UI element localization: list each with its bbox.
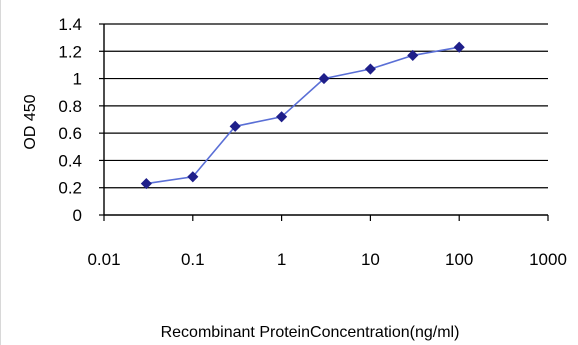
x-tick-label: 1 [277,250,286,269]
data-point-marker [229,120,241,132]
x-tick-label: 100 [445,250,473,269]
data-point-marker [276,111,288,123]
data-point-marker [187,171,199,183]
series-layer [140,41,465,190]
tick-labels-layer: 0 0.2 0.4 0.6 0.8 1 1.2 1.4 0.01 0.1 1 10 100 1000 [58,15,567,269]
data-point-marker [364,63,376,75]
y-tick-label: 0.8 [58,97,82,116]
series-line [146,46,460,185]
axes-layer [99,23,549,221]
data-point-marker [318,73,330,85]
y-tick-label: 1.4 [58,15,82,34]
x-tick-label: 10 [361,250,380,269]
x-tick-label: 1000 [529,250,567,269]
x-tick-label: 0.01 [87,250,120,269]
y-axis-title: OD 450 [22,94,39,149]
y-tick-label: 0.2 [58,179,82,198]
y-tick-label: 0.6 [58,124,82,143]
data-point-marker [407,49,419,61]
y-tick-label: 1 [73,70,82,89]
y-tick-label: 1.2 [58,42,82,61]
x-axis-title: Recombinant ProteinConcentration(ng/ml) [161,324,460,341]
x-tick-label: 0.1 [181,250,205,269]
plot-area [104,24,548,215]
grid-layer [104,23,548,215]
y-tick-label: 0 [73,206,82,225]
y-tick-label: 0.4 [58,151,82,170]
data-point-marker [140,178,152,190]
data-point-marker [453,41,465,53]
